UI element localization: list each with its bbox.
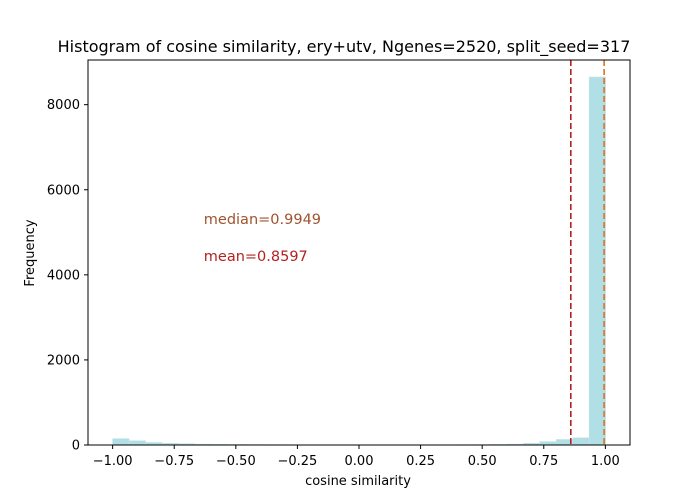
y-axis-ticks: 0 2000 4000 6000 8000 — [47, 98, 88, 454]
histogram-bars — [112, 76, 606, 446]
x-tick-label: 0.75 — [529, 454, 558, 469]
mean-annotation: mean=0.8597 — [204, 249, 308, 265]
histogram-bar — [112, 438, 130, 446]
x-tick-label: 1.00 — [591, 454, 620, 469]
reference-lines — [569, 60, 605, 445]
x-tick-label: −0.75 — [154, 454, 194, 469]
histogram-bar — [128, 440, 146, 446]
annotations: median=0.9949 mean=0.8597 — [204, 212, 321, 265]
chart-title: Histogram of cosine similarity, ery+utv,… — [58, 37, 631, 57]
y-tick-label: 0 — [72, 439, 80, 454]
y-axis-label: Frequency — [23, 219, 38, 286]
x-tick-label: −0.25 — [277, 454, 317, 469]
y-tick-label: 6000 — [47, 183, 80, 198]
x-axis-ticks: −1.00 −0.75 −0.50 −0.25 0.00 0.25 0.50 0.75 1.00 — [93, 445, 620, 469]
y-tick-label: 2000 — [47, 353, 80, 368]
x-tick-label: 0.50 — [468, 454, 497, 469]
y-tick-label: 4000 — [47, 268, 80, 283]
median-annotation: median=0.9949 — [204, 212, 321, 228]
y-tick-label: 8000 — [47, 98, 80, 113]
histogram-bar — [539, 441, 557, 446]
plot-frame — [87, 59, 631, 446]
histogram-bar — [572, 437, 590, 446]
histogram-bar — [588, 76, 606, 446]
x-axis-label: cosine similarity — [305, 474, 411, 489]
x-tick-label: −0.50 — [216, 454, 256, 469]
x-tick-label: 0.00 — [345, 454, 374, 469]
x-tick-label: −1.00 — [93, 454, 133, 469]
x-tick-label: 0.25 — [406, 454, 435, 469]
